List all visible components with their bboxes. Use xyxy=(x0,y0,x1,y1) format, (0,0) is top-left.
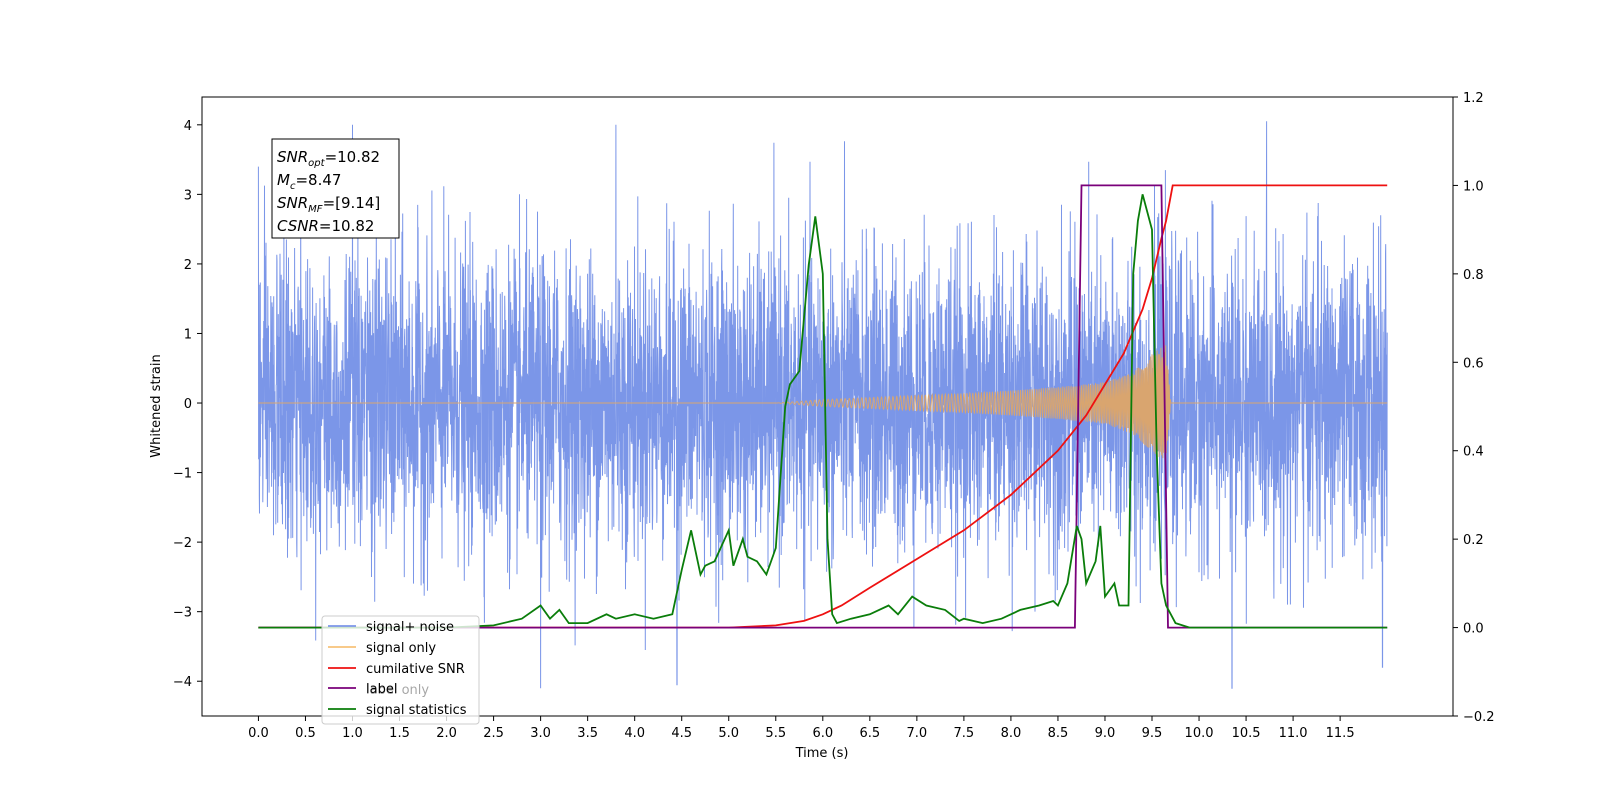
cumulative-snr-series xyxy=(258,184,1388,629)
annotation-line: SNRopt=10.82 xyxy=(277,148,380,169)
x-tick-label: 0.5 xyxy=(295,726,316,741)
y2-tick-label: 0.8 xyxy=(1463,268,1484,283)
x-tick-label: 0.0 xyxy=(248,726,269,741)
legend-label: signal only xyxy=(366,641,436,656)
legend-label: signal statistics xyxy=(366,703,467,718)
x-tick-label: 7.0 xyxy=(907,726,928,741)
y2-tick-label: −0.2 xyxy=(1463,710,1495,725)
y-tick-label: 3 xyxy=(184,188,192,203)
signal-statistics-series xyxy=(258,194,1388,629)
y-tick-label: 1 xyxy=(184,327,192,342)
y-tick-label: 0 xyxy=(184,397,192,412)
x-tick-label: 7.5 xyxy=(954,726,975,741)
annotation-line: SNRMF=[9.14] xyxy=(277,194,380,215)
x-tick-label: 9.0 xyxy=(1095,726,1116,741)
x-axis: 0.0 0.5 1.0 1.5 2.0 2.5 3.0 3.5 4.0 4.5 5.0 5.5 6.0 6… xyxy=(248,716,1355,741)
x-tick-label: 10.0 xyxy=(1185,726,1214,741)
annotation-frame xyxy=(271,138,400,239)
annotation-line: Mc=8.47 xyxy=(277,171,341,192)
plot-frame xyxy=(201,96,1454,717)
y2-tick-label: 1.0 xyxy=(1463,179,1484,194)
x-tick-label: 2.5 xyxy=(483,726,504,741)
x-tick-label: 3.0 xyxy=(530,726,551,741)
legend-item: signal only xyxy=(328,641,436,656)
y2-tick-label: 1.2 xyxy=(1463,91,1484,106)
signal-noise-series xyxy=(257,121,1388,689)
y2-tick-label: 0.4 xyxy=(1463,445,1484,460)
legend-item: label only xyxy=(366,683,429,698)
y-tick-label: −1 xyxy=(173,467,192,482)
x-tick-label: 1.5 xyxy=(389,726,410,741)
x-tick-label: 8.0 xyxy=(1001,726,1022,741)
y2-tick-label: 0.2 xyxy=(1463,533,1484,548)
x-tick-label: 1.0 xyxy=(342,726,363,741)
x-tick-label: 4.0 xyxy=(624,726,645,741)
x-tick-label: 9.5 xyxy=(1142,726,1163,741)
x-tick-label: 11.0 xyxy=(1279,726,1308,741)
legend-item: cumilative SNR xyxy=(328,662,465,677)
y-tick-label: 2 xyxy=(184,258,192,273)
legend-label: label only xyxy=(366,683,429,698)
x-tick-label: 3.5 xyxy=(577,726,598,741)
signal-only-series xyxy=(258,345,1388,461)
x-tick-label: 8.5 xyxy=(1048,726,1069,741)
legend-item: label xyxy=(328,682,397,697)
y-axis-label: Whitened strain xyxy=(149,354,164,457)
x-tick-label: 5.5 xyxy=(765,726,786,741)
annotation-line: CSNR=10.82 xyxy=(277,217,374,235)
legend-label: label xyxy=(366,682,397,697)
y-axis-left: 4 3 2 1 0 −1 −2 −3 −4 xyxy=(173,119,202,690)
x-tick-label: 5.0 xyxy=(718,726,739,741)
legend-item: signal statistics xyxy=(328,703,467,718)
x-tick-label: 11.5 xyxy=(1326,726,1355,741)
x-tick-label: 4.5 xyxy=(671,726,692,741)
x-tick-label: 6.0 xyxy=(812,726,833,741)
y-tick-label: −3 xyxy=(173,606,192,621)
legend-item: signal+ noise xyxy=(328,620,454,635)
x-tick-label: 2.0 xyxy=(436,726,457,741)
y-axis-right: 1.2 1.0 0.8 0.6 0.4 0.2 0.0 −0.2 xyxy=(1453,91,1495,725)
legend: signal+ noise signal only cumilative SNR la… xyxy=(321,615,480,725)
x-tick-label: 10.5 xyxy=(1232,726,1261,741)
y2-tick-label: 0.6 xyxy=(1463,356,1484,371)
y-tick-label: −2 xyxy=(173,536,192,551)
legend-label: signal+ noise xyxy=(366,620,454,635)
plot-area xyxy=(257,121,1388,689)
x-axis-label: Time (s) xyxy=(795,746,849,761)
y2-tick-label: 0.0 xyxy=(1463,622,1484,637)
x-tick-label: 6.5 xyxy=(859,726,880,741)
y-tick-label: −4 xyxy=(173,675,192,690)
legend-label: cumilative SNR xyxy=(366,662,465,677)
legend-frame xyxy=(321,615,480,725)
y-tick-label: 4 xyxy=(184,119,192,134)
